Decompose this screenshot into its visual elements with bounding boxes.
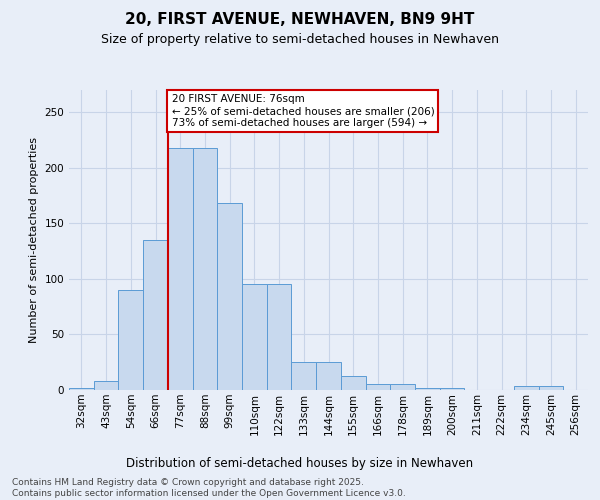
Bar <box>365 384 390 390</box>
Bar <box>168 148 193 390</box>
Bar <box>69 388 94 390</box>
Bar <box>267 284 292 390</box>
Bar <box>143 240 168 390</box>
Bar <box>118 290 143 390</box>
Bar <box>390 384 415 390</box>
Bar <box>242 284 267 390</box>
Bar <box>440 388 464 390</box>
Bar <box>415 388 440 390</box>
Bar <box>341 376 365 390</box>
Bar <box>539 386 563 390</box>
Bar <box>193 148 217 390</box>
Bar <box>217 204 242 390</box>
Text: 20, FIRST AVENUE, NEWHAVEN, BN9 9HT: 20, FIRST AVENUE, NEWHAVEN, BN9 9HT <box>125 12 475 28</box>
Text: Contains HM Land Registry data © Crown copyright and database right 2025.
Contai: Contains HM Land Registry data © Crown c… <box>12 478 406 498</box>
Bar <box>94 381 118 390</box>
Bar <box>514 386 539 390</box>
Bar <box>292 362 316 390</box>
Bar <box>316 362 341 390</box>
Text: Distribution of semi-detached houses by size in Newhaven: Distribution of semi-detached houses by … <box>127 458 473 470</box>
Text: Size of property relative to semi-detached houses in Newhaven: Size of property relative to semi-detach… <box>101 32 499 46</box>
Text: 20 FIRST AVENUE: 76sqm
← 25% of semi-detached houses are smaller (206)
73% of se: 20 FIRST AVENUE: 76sqm ← 25% of semi-det… <box>172 94 434 128</box>
Y-axis label: Number of semi-detached properties: Number of semi-detached properties <box>29 137 39 343</box>
